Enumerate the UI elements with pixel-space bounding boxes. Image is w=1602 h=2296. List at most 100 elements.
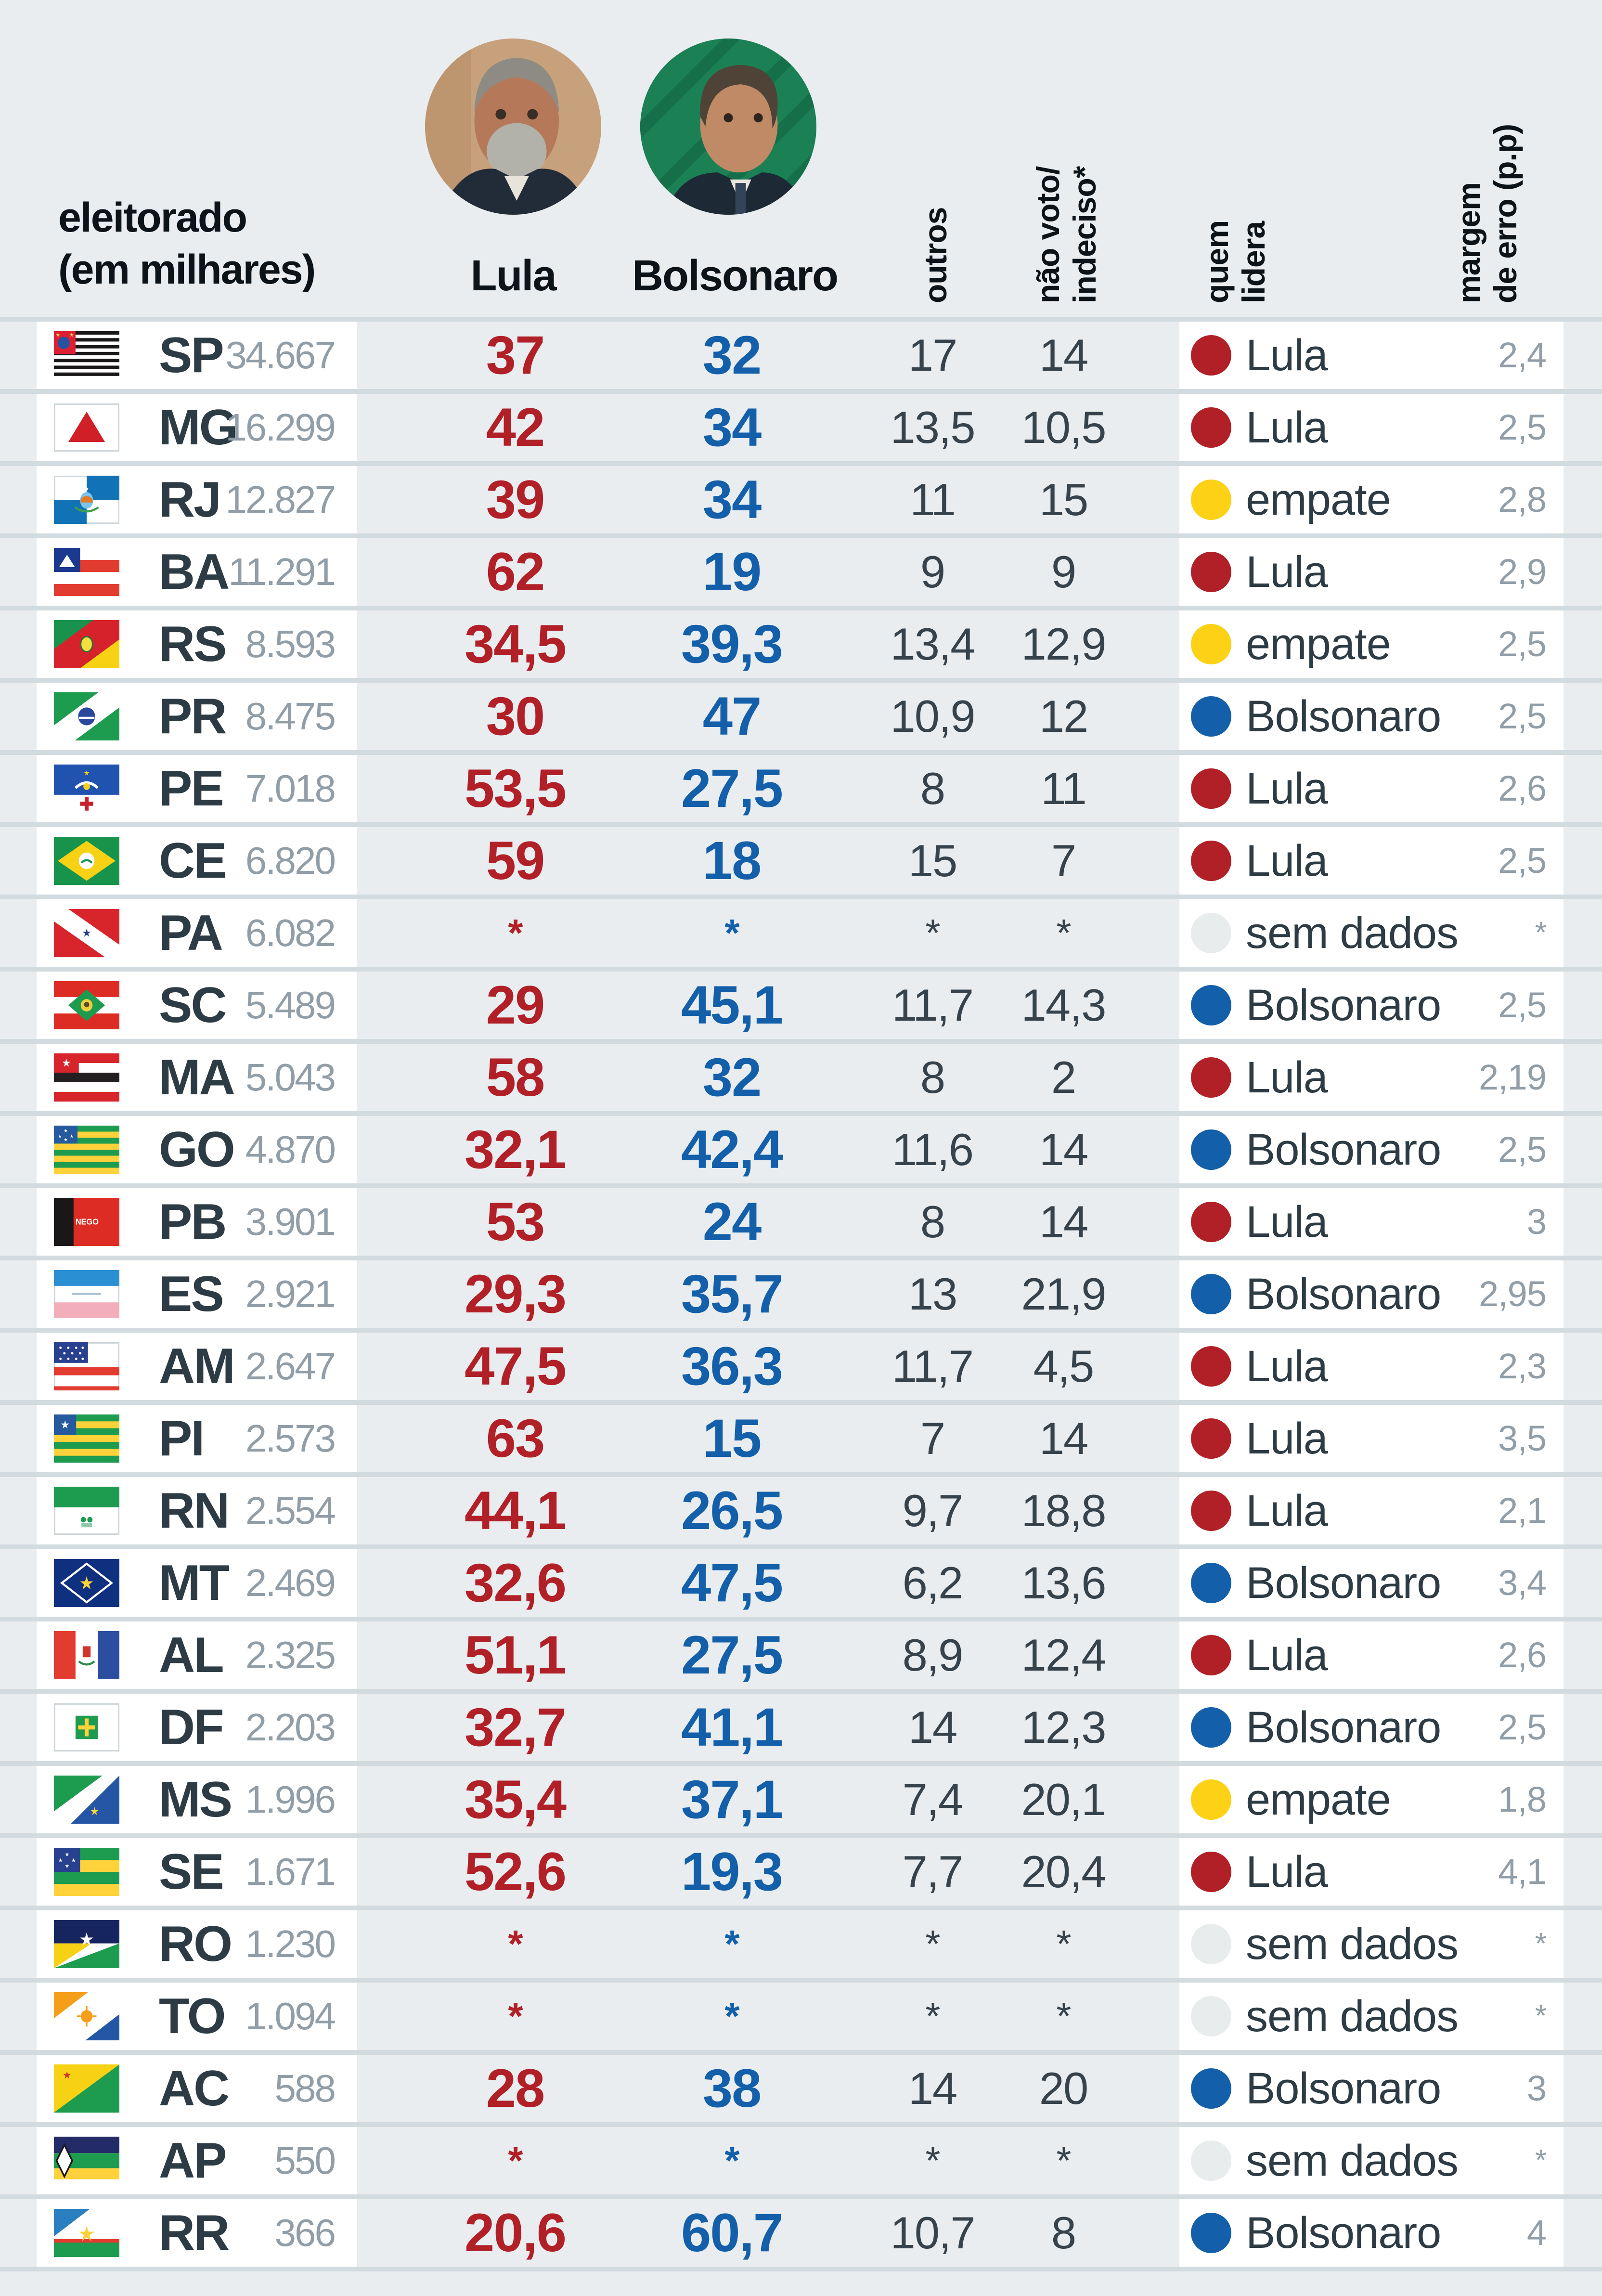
- leader-cell-background: [1179, 1910, 1563, 1978]
- lula-value: *: [508, 911, 523, 954]
- flag-pe-icon: ★: [54, 765, 119, 813]
- bolsonaro-value: *: [724, 1922, 739, 1965]
- leader-dot: [1191, 2140, 1231, 2181]
- electorate-value: 34.667: [225, 334, 336, 376]
- svg-text:★: ★: [84, 485, 90, 492]
- electorate-value: 8.475: [245, 695, 336, 738]
- table-row: ★ PI 2.573 63 15 7 14 Lula 3,5: [0, 1400, 1602, 1472]
- leader-dot: [1191, 480, 1231, 520]
- margin-value: 3,5: [1498, 1418, 1547, 1458]
- state-code: PR: [159, 688, 227, 744]
- state-code: RS: [159, 616, 227, 672]
- quem-lidera-header-line1: quem: [1199, 220, 1235, 303]
- lula-value: 59: [486, 830, 545, 891]
- flag-pi-icon: ★: [54, 1414, 119, 1463]
- lula-value: 32,1: [465, 1119, 567, 1180]
- nao-voto-value: 14: [1039, 1413, 1089, 1464]
- outros-value: 6,2: [902, 1557, 964, 1608]
- state-code: TO: [159, 1988, 226, 2044]
- bolsonaro-value: 39,3: [681, 614, 783, 674]
- electorate-value: 6.082: [245, 911, 336, 954]
- leader-label: Lula: [1246, 1486, 1328, 1535]
- flag-go-icon: ★ ★ ★ ★: [54, 1126, 119, 1174]
- leader-cell-background: [1179, 322, 1563, 389]
- state-code: PA: [159, 905, 223, 961]
- leader-dot: [1191, 913, 1231, 953]
- svg-text:★: ★: [64, 1129, 68, 1134]
- flag-df-icon: [54, 1703, 119, 1751]
- electorate-value: 2.325: [245, 1634, 336, 1676]
- outros-value: 7,4: [902, 1774, 964, 1825]
- leader-cell-background: [1179, 1983, 1563, 2050]
- leader-dot: [1191, 2068, 1231, 2109]
- bolsonaro-value: 27,5: [681, 1625, 783, 1685]
- electorate-value: 588: [274, 2067, 336, 2110]
- electorate-value: 4.870: [245, 1128, 336, 1171]
- margin-value: 3: [1526, 1202, 1547, 1242]
- svg-text:★: ★: [62, 1057, 71, 1069]
- state-code: SP: [159, 327, 224, 383]
- leader-cell-background: [1179, 972, 1563, 1039]
- table-row: AM 2.647 47,5 36,3 11,7 4,5 Lula 2,3: [0, 1328, 1602, 1400]
- leader-cell-background: [1179, 1260, 1563, 1328]
- flag-to-icon: [54, 1992, 119, 2040]
- leader-dot: [1191, 1707, 1231, 1748]
- electorate-value: 1.996: [245, 1778, 336, 1821]
- leader-dot: [1191, 1491, 1231, 1531]
- flag-sc-icon: [54, 981, 119, 1029]
- nao-voto-value: 21,9: [1021, 1269, 1107, 1319]
- bolsonaro-value: 19,3: [681, 1842, 783, 1902]
- leader-cell-background: [1179, 683, 1563, 750]
- leader-label: Lula: [1246, 1197, 1328, 1246]
- nao-voto-header-line2: indeciso*: [1067, 166, 1102, 303]
- nao-voto-value: 14,3: [1021, 980, 1107, 1030]
- leader-dot: [1191, 985, 1231, 1025]
- nao-voto-value: 20,4: [1021, 1846, 1107, 1897]
- table-row: ★ PE 7.018 53,5 27,5 8 11 Lula 2,6: [0, 750, 1602, 822]
- leader-cell-background: [1179, 610, 1563, 678]
- leader-label: Lula: [1246, 1631, 1328, 1680]
- leader-label: Lula: [1246, 1847, 1328, 1896]
- candidate-header-bolsonaro: Bolsonaro: [632, 252, 839, 300]
- margin-value: 2,8: [1498, 480, 1547, 519]
- leader-dot: [1191, 407, 1231, 448]
- leader-label: Lula: [1246, 331, 1328, 380]
- state-code: MA: [159, 1050, 235, 1105]
- bolsonaro-value: 19: [702, 542, 762, 602]
- svg-text:★: ★: [78, 2222, 96, 2245]
- bolsonaro-value: *: [724, 911, 739, 954]
- table-header: eleitorado (em milhares): [0, 0, 1602, 317]
- electorate-header-line2: (em milhares): [58, 246, 316, 293]
- table-row: DF 2.203 32,7 41,1 14 12,3 Bolsonaro 2,5: [0, 1689, 1602, 1761]
- nao-voto-value: 13,6: [1021, 1557, 1107, 1608]
- leader-cell-background: [1179, 899, 1563, 967]
- leader-label: Bolsonaro: [1246, 1558, 1441, 1608]
- leader-cell-background: [1179, 1477, 1563, 1544]
- nao-voto-column-header: não voto/ indeciso*: [1030, 167, 1103, 303]
- state-code: AC: [159, 2061, 230, 2116]
- electorate-value: 550: [274, 2139, 336, 2182]
- svg-text:★: ★: [90, 1805, 100, 1817]
- flag-mt-icon: ★: [54, 1559, 119, 1607]
- leader-label: Bolsonaro: [1246, 981, 1441, 1030]
- leader-label: sem dados: [1246, 1992, 1459, 2041]
- svg-text:★: ★: [65, 1863, 69, 1869]
- leader-dot: [1191, 768, 1231, 809]
- nao-voto-value: 12: [1039, 691, 1089, 741]
- margem-erro-header-line1: margem: [1451, 182, 1486, 303]
- leader-dot: [1191, 1057, 1231, 1098]
- margin-value: *: [1535, 1999, 1547, 2033]
- lula-value: 29: [486, 975, 545, 1035]
- outros-value: 8: [920, 1052, 945, 1103]
- leader-cell-background: [1179, 1838, 1563, 1906]
- electorate-value: 6.820: [245, 839, 336, 882]
- outros-value: 11,6: [892, 1124, 974, 1175]
- nao-voto-value: *: [1056, 911, 1071, 954]
- state-code: AM: [159, 1338, 235, 1394]
- state-code: RJ: [159, 472, 221, 528]
- outros-value: 8: [920, 1196, 945, 1247]
- lula-value: *: [508, 1995, 523, 2037]
- margin-value: 4,1: [1498, 1852, 1547, 1892]
- leader-dot: [1191, 624, 1231, 664]
- margin-value: *: [1535, 916, 1547, 949]
